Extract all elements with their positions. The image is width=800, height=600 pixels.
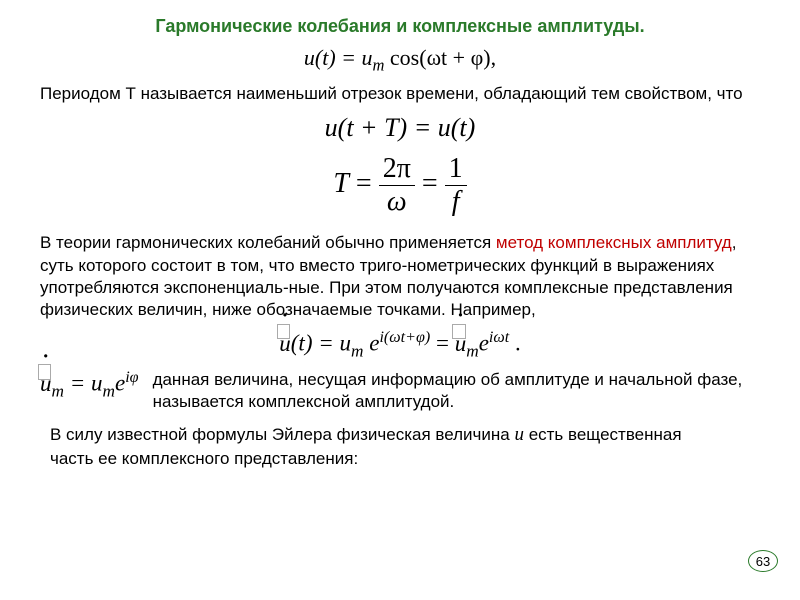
f3-frac1: 2πω <box>379 153 415 218</box>
row-formula5: um = umeiφ данная величина, несущая инфо… <box>40 369 760 413</box>
paragraph-4: В силу известной формулы Эйлера физическ… <box>40 423 760 470</box>
f3-T: T <box>333 168 349 199</box>
formula-3: T = 2πω = 1f <box>40 153 760 218</box>
paragraph-1: Периодом Т называется наименьший отрезок… <box>40 83 760 105</box>
formula-5: um = umeiφ <box>40 369 139 401</box>
f4-e2: e <box>479 331 489 356</box>
f4-sub1: m <box>351 341 363 360</box>
f4-t: (t) = u <box>291 331 351 356</box>
f4-exp2: iωt <box>489 329 509 346</box>
p4-a: В силу известной формулы Эйлера физическ… <box>50 425 514 444</box>
page-title: Гармонические колебания и комплексные ам… <box>40 16 760 37</box>
p2-a: В теории гармонических колебаний обычно … <box>40 233 496 252</box>
f1-lhs: u(t) = u <box>304 45 373 70</box>
formula-2: u(t + T) = u(t) <box>40 113 760 143</box>
page-number: 63 <box>756 554 770 569</box>
f4-sub2: m <box>466 341 478 360</box>
p4-u: u <box>514 424 524 445</box>
f4-exp1: i(ωt+φ) <box>379 329 430 346</box>
f4-udot2: u <box>455 331 467 357</box>
f5-eq: = u <box>64 371 103 396</box>
f3-eq1: = <box>349 168 379 199</box>
f5-sub1: m <box>52 381 64 400</box>
formula-1: u(t) = um cos(ωt + φ), <box>40 45 760 75</box>
f4-enddot: . <box>509 331 521 356</box>
f5-exp: iφ <box>125 369 138 386</box>
f5-sub2: m <box>103 381 115 400</box>
f3-frac2: 1f <box>445 153 467 218</box>
formula-4: u(t) = um ei(ωt+φ) = umeiωt . <box>40 329 760 361</box>
f5-udot: u <box>40 371 52 397</box>
paragraph-3: данная величина, несущая информацию об а… <box>153 369 760 413</box>
f5-e: e <box>115 371 125 396</box>
page-number-badge: 63 <box>748 550 778 572</box>
f1-sub: m <box>373 55 385 74</box>
f4-udot1: u <box>279 331 291 357</box>
method-name: метод комплексных амплитуд <box>496 233 732 252</box>
f1-tail: cos(ωt + φ), <box>384 45 496 70</box>
f4-mid: = <box>430 331 454 356</box>
f3-eq2: = <box>415 168 445 199</box>
paragraph-2: В теории гармонических колебаний обычно … <box>40 232 760 320</box>
f4-e1: e <box>363 331 379 356</box>
